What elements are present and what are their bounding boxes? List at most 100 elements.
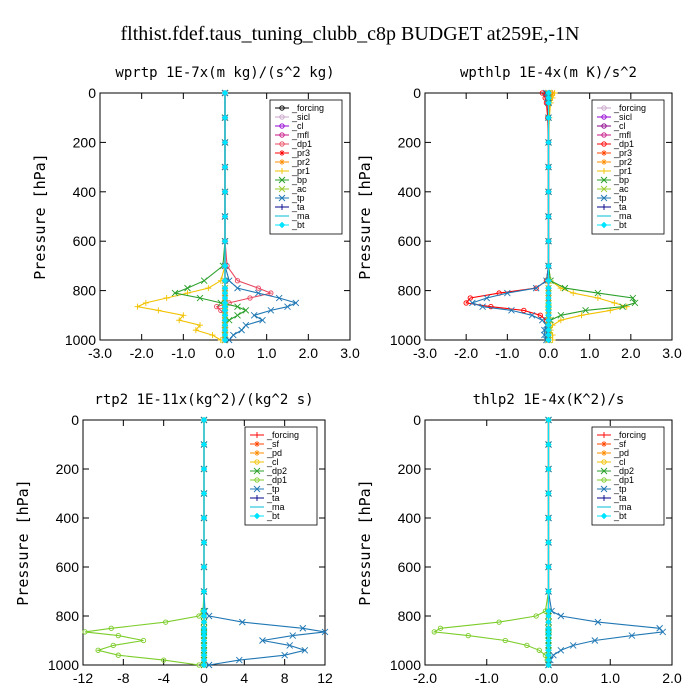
figure-title: flthist.fdef.taus_tuning_clubb_c8p BUDGE…	[120, 23, 579, 45]
data-point	[292, 299, 300, 307]
legend-marker	[601, 441, 607, 447]
legend-marker	[253, 512, 261, 520]
data-point	[545, 416, 552, 424]
legend: _forcing_sf_pd_cl_dp2_dp1_tp_ta_ma_bt	[244, 426, 318, 526]
data-point	[95, 647, 101, 653]
data-point	[629, 294, 637, 302]
legend-marker	[601, 105, 607, 111]
y-tick-label: 600	[398, 559, 422, 575]
data-point	[214, 304, 220, 310]
data-point	[557, 317, 564, 324]
series-line	[432, 420, 550, 666]
y-tick-label: 400	[398, 184, 422, 200]
data-point	[431, 629, 437, 635]
data-point	[176, 317, 183, 324]
data-point	[221, 188, 229, 196]
data-point	[259, 316, 266, 324]
legend-label: _bp	[613, 175, 629, 185]
legend-label: _ta	[613, 493, 627, 503]
data-point	[238, 326, 245, 334]
legend: _forcing_sicl_cl_mfl_dp1_pr3_pr2_pr1_bp_…	[591, 99, 665, 235]
data-point	[140, 637, 147, 644]
data-point	[545, 441, 552, 448]
legend-label: _tp	[613, 484, 627, 494]
x-tick-label: 1.0	[257, 345, 277, 361]
data-point	[205, 612, 213, 620]
legend: _forcing_sicl_cl_mfl_dp1_pr3_pr2_pr1_bp_…	[269, 99, 343, 235]
data-point	[284, 303, 291, 310]
data-point	[504, 289, 511, 297]
legend-marker	[601, 432, 607, 438]
data-point	[234, 284, 241, 292]
x-tick-label: -12	[73, 670, 93, 686]
x-tick-label: 8	[281, 670, 289, 686]
data-point	[545, 336, 552, 344]
series-dp1	[82, 417, 207, 668]
legend-marker	[254, 441, 260, 447]
legend-label: _dp1	[291, 139, 312, 149]
data-point	[578, 312, 585, 319]
data-point	[161, 657, 167, 663]
legend-label: _cl	[613, 121, 626, 131]
legend-label: _bp	[291, 175, 307, 185]
legend-marker	[601, 204, 607, 210]
data-point	[301, 646, 309, 654]
x-tick-label: 1.0	[580, 345, 600, 361]
data-point	[545, 262, 552, 270]
legend-label: _sicl	[613, 112, 632, 122]
legend-marker	[601, 168, 607, 174]
legend-marker	[601, 150, 607, 156]
legend-label: _tp	[266, 484, 280, 494]
data-point	[545, 490, 552, 497]
legend-label: _dp2	[266, 466, 287, 476]
data-point	[200, 514, 208, 522]
legend-marker	[600, 512, 608, 520]
legend-label: _forcing	[613, 430, 646, 440]
data-point	[235, 656, 243, 664]
legend-label: _bt	[266, 511, 280, 521]
y-tick-label: 1000	[390, 657, 421, 673]
data-point	[508, 307, 515, 314]
data-point	[200, 539, 208, 546]
legend-label: _bt	[613, 220, 627, 230]
legend-label: _pr3	[613, 148, 632, 158]
data-point	[281, 651, 288, 659]
data-point	[545, 114, 552, 122]
data-point	[205, 661, 213, 669]
legend-marker	[600, 467, 608, 475]
y-tick-label: 1000	[48, 657, 79, 673]
legend-marker	[601, 141, 607, 147]
y-tick-label: 0	[71, 412, 79, 428]
data-point	[541, 331, 548, 339]
legend-marker	[601, 159, 607, 165]
data-point	[196, 294, 204, 302]
data-point	[230, 331, 237, 339]
legend-label: _cl	[266, 457, 279, 467]
series-dp1	[431, 417, 552, 668]
data-point	[619, 303, 626, 310]
series-bt	[200, 416, 208, 669]
data-point	[142, 299, 149, 306]
data-point	[545, 277, 552, 285]
data-point	[537, 312, 543, 318]
legend-marker	[600, 221, 608, 229]
data-point	[200, 563, 208, 571]
x-tick-label: -8	[117, 670, 130, 686]
legend-marker	[279, 123, 285, 129]
legend-marker	[279, 105, 285, 111]
data-point	[545, 163, 552, 171]
data-point	[545, 237, 552, 245]
data-point	[180, 312, 187, 319]
y-tick-label: 0	[413, 85, 421, 101]
data-point	[502, 637, 508, 644]
data-point	[267, 307, 275, 314]
legend-marker	[254, 450, 260, 456]
series-line	[84, 420, 205, 666]
data-point	[561, 284, 569, 292]
data-point	[532, 284, 540, 292]
data-point	[541, 326, 548, 334]
data-point	[479, 303, 486, 310]
data-point	[591, 637, 599, 644]
data-point	[545, 563, 552, 571]
legend-box	[269, 99, 343, 235]
